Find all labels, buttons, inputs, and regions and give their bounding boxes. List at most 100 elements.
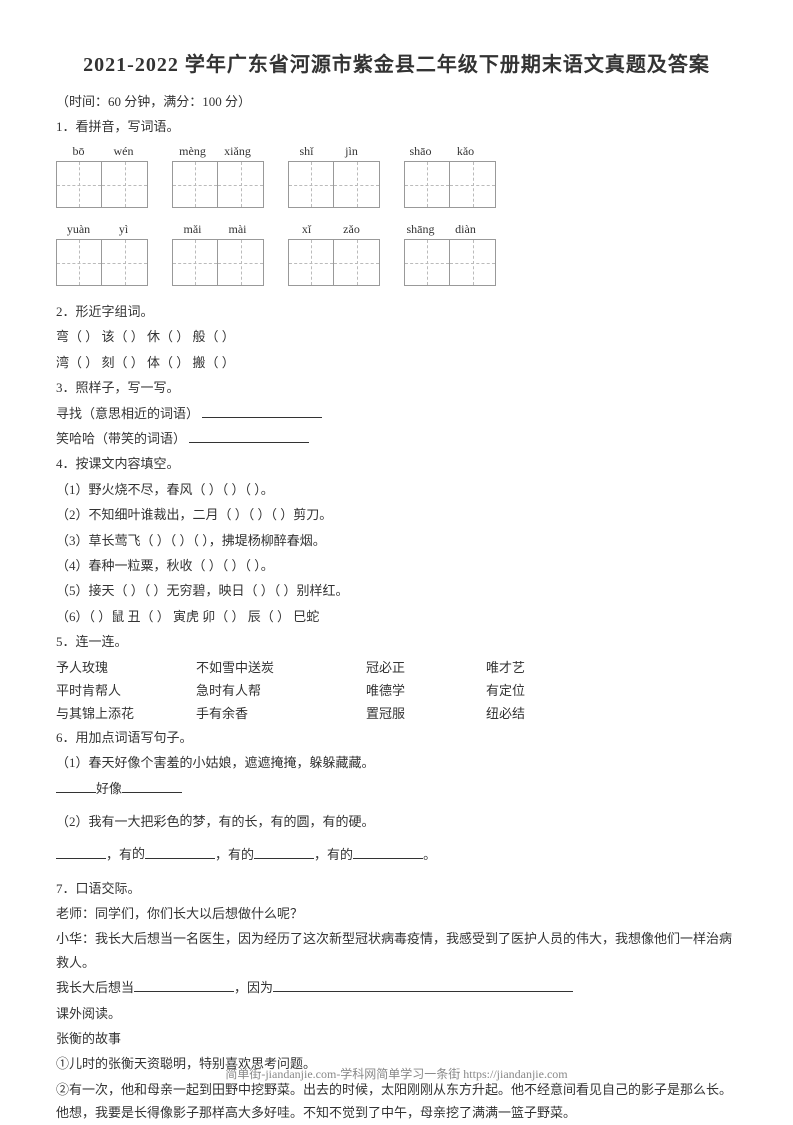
- char-box: [173, 240, 218, 285]
- pinyin: kǎo: [443, 144, 488, 159]
- pinyin: yì: [101, 222, 146, 237]
- char-box-row-2: [56, 239, 737, 286]
- q2-line1: 弯（ ） 该（ ） 休（ ） 般（ ）: [56, 325, 737, 348]
- q6-1: （1）春天好像个害羞的小姑娘，遮遮掩掩，躲躲藏藏。: [56, 751, 737, 774]
- q6-1-fill: 好像: [56, 777, 737, 800]
- q3-text2: 笑哈哈（带笑的词语）: [56, 431, 186, 446]
- match-cell: 予人玫瑰: [56, 656, 196, 679]
- match-cell: 唯德学: [366, 679, 486, 702]
- char-box: [102, 162, 147, 207]
- q4-1: （1）野火烧不尽，春风（ ）（ ）（ ）。: [56, 478, 737, 501]
- q7-fill: 我长大后想当 ，因为: [56, 976, 737, 999]
- char-box: [289, 240, 334, 285]
- match-cell: 平时肯帮人: [56, 679, 196, 702]
- char-box: [218, 162, 263, 207]
- q4-6: （6）（ ）鼠 丑（ ） 寅虎 卯（ ） 辰（ ） 巳蛇: [56, 605, 737, 628]
- char-box: [57, 162, 102, 207]
- char-box: [289, 162, 334, 207]
- char-box: [405, 240, 450, 285]
- pinyin: xiǎng: [215, 144, 260, 159]
- pinyin: zǎo: [329, 222, 374, 237]
- char-box: [334, 240, 379, 285]
- blank: [134, 978, 234, 992]
- text: 我长大后想当: [56, 980, 134, 995]
- pinyin: shāng: [398, 222, 443, 237]
- match-row: 与其锦上添花 手有余香 置冠服 纽必结: [56, 702, 737, 725]
- reading-label: 课外阅读。: [56, 1002, 737, 1025]
- pinyin: mài: [215, 222, 260, 237]
- pinyin: mèng: [170, 144, 215, 159]
- pinyin-row-2: yuàn yì mǎi mài xǐ zǎo shāng diàn: [56, 222, 737, 237]
- blank: [353, 845, 423, 859]
- q4-4: （4）春种一粒粟，秋收（ ）（ ）（ ）。: [56, 554, 737, 577]
- reading-title: 张衡的故事: [56, 1027, 737, 1050]
- q2-line2: 湾（ ） 刻（ ） 体（ ） 搬（ ）: [56, 351, 737, 374]
- pinyin: diàn: [443, 222, 488, 237]
- char-box: [102, 240, 147, 285]
- char-box: [405, 162, 450, 207]
- blank: [122, 779, 182, 793]
- match-cell: 急时有人帮: [196, 679, 366, 702]
- blank: [202, 404, 322, 418]
- q3-text1: 寻找（意思相近的词语）: [56, 406, 199, 421]
- pinyin: xǐ: [284, 222, 329, 237]
- text: ，有: [106, 847, 132, 862]
- q7-label: 7．口语交际。: [56, 877, 737, 900]
- char-box-row-1: [56, 161, 737, 208]
- match-cell: 不如雪中送炭: [196, 656, 366, 679]
- reading-p2: ②有一次，他和母亲一起到田野中挖野菜。出去的时候，太阳刚刚从东方升起。他不经意间…: [56, 1078, 737, 1125]
- q3-line1: 寻找（意思相近的词语）: [56, 402, 737, 425]
- q6-2-fill: ，有的 ，有的 ，有的 。: [56, 843, 737, 866]
- q4-2: （2）不知细叶谁裁出，二月（ ）（ ）（ ）剪刀。: [56, 503, 737, 526]
- char-box: [450, 240, 495, 285]
- char-box: [173, 162, 218, 207]
- char-box: [57, 240, 102, 285]
- match-cell: 纽必结: [486, 702, 586, 725]
- pinyin: jìn: [329, 144, 374, 159]
- blank: [56, 779, 96, 793]
- q4-label: 4．按课文内容填空。: [56, 452, 737, 475]
- blank: [56, 845, 106, 859]
- q6-2: （2）我有一大把彩色的梦，有的长，有的圆，有的硬。: [56, 810, 737, 833]
- blank: [254, 845, 314, 859]
- q3-line2: 笑哈哈（带笑的词语）: [56, 427, 737, 450]
- text: 梦，有的长，有的圆，有的硬。: [193, 814, 375, 829]
- q6-label: 6．用加点词语写句子。: [56, 726, 737, 749]
- text: ，有的: [314, 847, 353, 862]
- char-box: [450, 162, 495, 207]
- q7-hint1: 老师：同学们，你们长大以后想做什么呢？: [56, 902, 737, 925]
- q4-5: （5）接天（ ）（ ）无穷碧，映日（ ）（ ）别样红。: [56, 579, 737, 602]
- match-row: 予人玫瑰 不如雪中送炭 冠必正 唯才艺: [56, 656, 737, 679]
- text: ，有的: [215, 847, 254, 862]
- pinyin: shǐ: [284, 144, 329, 159]
- q5-label: 5．连一连。: [56, 630, 737, 653]
- pinyin: mǎi: [170, 222, 215, 237]
- pinyin: shāo: [398, 144, 443, 159]
- q2-label: 2．形近字组词。: [56, 300, 737, 323]
- text: ，因为: [234, 980, 273, 995]
- q1-label: 1．看拼音，写词语。: [56, 116, 737, 138]
- match-cell: 置冠服: [366, 702, 486, 725]
- char-box: [334, 162, 379, 207]
- pinyin: yuàn: [56, 222, 101, 237]
- match-cell: 冠必正: [366, 656, 486, 679]
- q7-hint2: 小华：我长大后想当一名医生，因为经历了这次新型冠状病毒疫情，我感受到了医护人员的…: [56, 927, 737, 974]
- match-cell: 手有余香: [196, 702, 366, 725]
- page-title: 2021-2022 学年广东省河源市紫金县二年级下册期末语文真题及答案: [56, 48, 737, 77]
- text: （2）我有一大把彩色: [56, 814, 180, 829]
- char-box: [218, 240, 263, 285]
- exam-meta: （时间：60 分钟，满分：100 分）: [56, 91, 737, 110]
- match-cell: 有定位: [486, 679, 586, 702]
- match-cell: 唯才艺: [486, 656, 586, 679]
- text: 的: [132, 846, 145, 861]
- pinyin: bō: [56, 144, 101, 159]
- text: 。: [423, 847, 436, 862]
- q3-label: 3．照样子，写一写。: [56, 376, 737, 399]
- blank: [273, 978, 573, 992]
- match-row: 平时肯帮人 急时有人帮 唯德学 有定位: [56, 679, 737, 702]
- q4-3: （3）草长莺飞（ ）（ ）（ ），拂堤杨柳醉春烟。: [56, 529, 737, 552]
- pinyin: wén: [101, 144, 146, 159]
- page-footer: 简单街-jiandanjie.com-学科网简单学习一条街 https://ji…: [0, 1065, 793, 1082]
- match-cell: 与其锦上添花: [56, 702, 196, 725]
- text: 的: [180, 813, 193, 828]
